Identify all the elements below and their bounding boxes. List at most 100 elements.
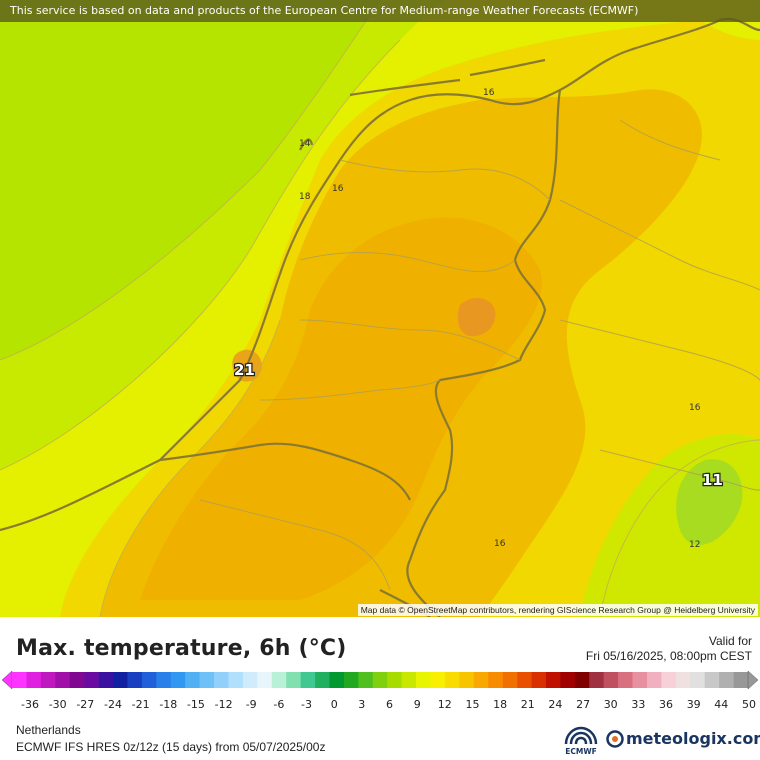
legend-swatch — [430, 672, 446, 688]
legend-swatch — [488, 672, 503, 688]
legend-swatch — [401, 672, 417, 688]
legend-tick-label: 3 — [358, 698, 365, 711]
legend-swatch — [416, 672, 431, 688]
temp-band-hot — [140, 217, 542, 600]
legend-swatch — [704, 672, 720, 688]
legend-swatch — [26, 672, 42, 688]
legend-swatch — [170, 672, 186, 688]
legend-swatch — [98, 672, 114, 688]
legend-swatch — [733, 672, 749, 688]
province-borders — [199, 119, 760, 591]
legend-swatch — [387, 672, 402, 688]
meteologix-brand[interactable]: meteologix.com — [606, 729, 760, 748]
page-title: Max. temperature, 6h (°C) — [16, 636, 347, 661]
map-attribution: Map data © OpenStreetMap contributors, r… — [357, 604, 758, 616]
legend-tick-label: 18 — [493, 698, 507, 711]
legend-swatch — [560, 672, 576, 688]
legend-arrow-left-icon — [1, 670, 13, 690]
legend-swatch — [300, 672, 316, 688]
legend-swatch — [113, 672, 128, 688]
legend-swatch — [40, 672, 56, 688]
ecmwf-logo: ECMWF — [564, 726, 598, 756]
legend-tick-label: -18 — [159, 698, 177, 711]
legend-tick-label: 15 — [466, 698, 480, 711]
temp-hotspot — [457, 298, 496, 337]
legend-swatch — [690, 672, 705, 688]
legend-tick-label: -21 — [132, 698, 150, 711]
max-temp-label: 21 — [234, 361, 255, 379]
legend-swatch — [589, 672, 604, 688]
brand-text: meteologix.com — [626, 729, 760, 748]
legend-tick-label: 30 — [604, 698, 618, 711]
contour-label: 16 — [494, 539, 506, 549]
legend-swatch — [12, 672, 27, 688]
legend-swatch — [329, 672, 345, 688]
legend-tick-label: 6 — [386, 698, 393, 711]
legend-swatch — [69, 672, 85, 688]
legend-tick-label: 21 — [521, 698, 535, 711]
legend-swatch — [661, 672, 677, 688]
legend-tick-label: -24 — [104, 698, 122, 711]
legend-swatch — [675, 672, 691, 688]
legend-swatch — [646, 672, 662, 688]
legend-swatch — [199, 672, 215, 688]
legend-swatch — [343, 672, 359, 688]
legend-tick-label: -12 — [215, 698, 233, 711]
legend-tick-label: 44 — [714, 698, 728, 711]
temp-band-cold — [676, 459, 743, 545]
legend-tick-label: -6 — [273, 698, 284, 711]
temperature-map[interactable]: 14 16 16 18 16 16 12 21 11 — [0, 0, 760, 617]
legend-tick-label: -36 — [21, 698, 39, 711]
min-temp-label: 11 — [702, 471, 723, 489]
legend-swatch — [242, 672, 258, 688]
legend-swatch — [228, 672, 244, 688]
contour-label: 16 — [332, 184, 344, 194]
legend-swatch — [156, 672, 172, 688]
legend-tick-label: 9 — [414, 698, 421, 711]
legend-swatch — [127, 672, 143, 688]
legend-swatch — [55, 672, 71, 688]
legend-swatch — [618, 672, 633, 688]
legend-swatch — [185, 672, 200, 688]
legend-tick-label: -30 — [49, 698, 67, 711]
legend-swatch — [214, 672, 229, 688]
legend-swatch — [372, 672, 388, 688]
model-info: ECMWF IFS HRES 0z/12z (15 days) from 05/… — [16, 740, 326, 754]
region-name: Netherlands — [16, 723, 81, 737]
legend-swatch — [286, 672, 301, 688]
legend-swatch — [531, 672, 547, 688]
legend-swatch — [315, 672, 330, 688]
legend-tick-label: -15 — [187, 698, 205, 711]
isotherm-lines — [0, 0, 760, 617]
legend-swatch — [574, 672, 590, 688]
legend-swatch — [545, 672, 561, 688]
ecmwf-logo-text: ECMWF — [565, 747, 597, 756]
legend-swatch — [719, 672, 734, 688]
legend-swatch — [473, 672, 489, 688]
legend-tick-label: -27 — [76, 698, 94, 711]
legend-tick-label: 27 — [576, 698, 590, 711]
legend-swatch — [517, 672, 532, 688]
legend-tick-label: 0 — [331, 698, 338, 711]
legend-swatch — [444, 672, 460, 688]
valid-label: Valid for — [708, 634, 752, 648]
legend-swatch — [141, 672, 157, 688]
legend-swatch — [271, 672, 287, 688]
legend-arrow-right-icon — [747, 670, 759, 690]
legend-tick-label: 33 — [631, 698, 645, 711]
contour-label: 16 — [483, 88, 495, 98]
legend-tick-label: 39 — [687, 698, 701, 711]
legend-tick-label: 12 — [438, 698, 452, 711]
legend-swatch — [632, 672, 648, 688]
legend-swatch — [502, 672, 518, 688]
color-legend: -36 -30 -27 -24 -21 -18 -15 -12 -9 -6 -3 0 3 6 9 12 15 18… — [1, 670, 759, 711]
legend-swatch — [257, 672, 273, 688]
contour-label: 16 — [689, 403, 701, 413]
contour-label: 14 — [299, 139, 311, 149]
legend-tick-label: -3 — [301, 698, 312, 711]
legend-swatch — [459, 672, 475, 688]
legend-tick-label: 36 — [659, 698, 673, 711]
extrema-labels: 21 11 — [233, 360, 724, 491]
legend-tick-label: 50 — [742, 698, 756, 711]
ecmwf-notice-banner: This service is based on data and produc… — [0, 0, 760, 22]
